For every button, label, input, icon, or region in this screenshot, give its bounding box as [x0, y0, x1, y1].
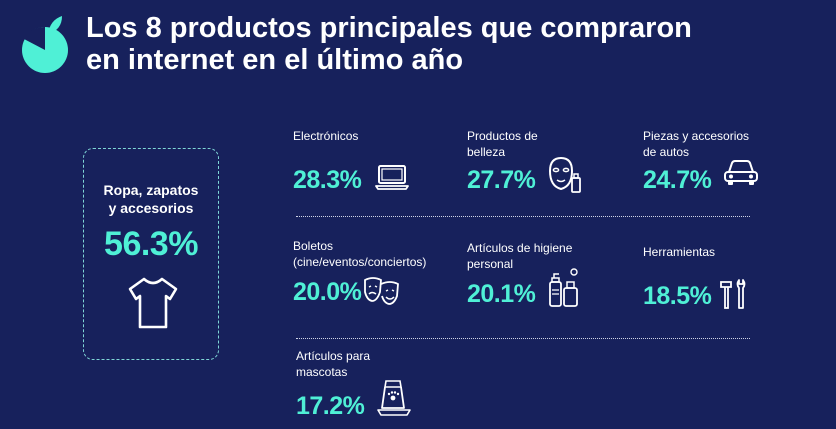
- featured-label-line-1: Ropa, zapatos: [103, 182, 199, 198]
- product-label-line: Piezas y accesorios: [643, 129, 750, 143]
- product-value: 20.1%: [467, 280, 536, 308]
- tools-icon: [720, 279, 746, 309]
- row-divider: [296, 216, 750, 217]
- product-label: Artículos para mascotas: [296, 348, 370, 380]
- product-label-line: belleza: [467, 145, 506, 159]
- product-value: 17.2%: [296, 392, 365, 420]
- product-label-line: Productos de: [467, 129, 538, 143]
- theater-masks-icon: [364, 277, 399, 305]
- title-line-2: en internet en el último año: [86, 44, 464, 76]
- featured-value: 56.3%: [104, 225, 198, 263]
- face-mask-icon: [548, 156, 581, 193]
- product-label: Piezas y accesorios de autos: [643, 128, 749, 160]
- car-icon: [724, 160, 758, 185]
- product-label-line: de autos: [643, 145, 690, 159]
- product-value: 28.3%: [293, 166, 362, 194]
- product-label-line: Electrónicos: [293, 129, 359, 143]
- pet-food-icon: [377, 380, 411, 416]
- page-title: Los 8 productos principales que compraro…: [86, 12, 692, 76]
- product-item-electronicos: Electrónicos 28.3%: [293, 128, 453, 198]
- product-label-line: Herramientas: [643, 245, 716, 259]
- product-item-boletos: Boletos (cine/eventos/conciertos) 20.0%: [293, 238, 463, 308]
- product-label: Boletos (cine/eventos/conciertos): [293, 238, 426, 270]
- product-label-line: mascotas: [296, 365, 348, 379]
- product-label-line: Boletos: [293, 239, 334, 253]
- product-label: Artículos de higiene personal: [467, 240, 572, 272]
- product-label: Electrónicos: [293, 128, 358, 144]
- product-value: 20.0%: [293, 278, 362, 306]
- row-divider: [296, 338, 750, 339]
- product-item-herramientas: Herramientas 18.5%: [643, 244, 803, 314]
- product-value: 24.7%: [643, 166, 712, 194]
- product-label-line: Artículos para: [296, 349, 371, 363]
- tshirt-icon: [128, 277, 178, 329]
- featured-category-card: Ropa, zapatos y accesorios 56.3%: [83, 148, 219, 360]
- product-label-line: personal: [467, 257, 514, 271]
- featured-label: Ropa, zapatos y accesorios: [84, 181, 218, 217]
- product-item-belleza: Productos de belleza 27.7%: [467, 128, 627, 198]
- product-label: Productos de belleza: [467, 128, 538, 160]
- product-item-higiene: Artículos de higiene personal 20.1%: [467, 240, 627, 310]
- product-label-line: Artículos de higiene: [467, 241, 573, 255]
- product-item-autos: Piezas y accesorios de autos 24.7%: [643, 128, 803, 198]
- product-label: Herramientas: [643, 244, 715, 260]
- title-line-1: Los 8 productos principales que compraro…: [86, 12, 692, 44]
- product-value: 27.7%: [467, 166, 536, 194]
- product-value: 18.5%: [643, 282, 712, 310]
- hygiene-bottles-icon: [549, 268, 578, 307]
- laptop-icon: [375, 165, 409, 190]
- featured-label-line-2: y accesorios: [108, 200, 194, 216]
- product-item-mascotas: Artículos para mascotas 17.2%: [296, 348, 456, 424]
- product-label-line: (cine/eventos/conciertos): [293, 255, 427, 269]
- brand-logo-icon: [22, 16, 68, 73]
